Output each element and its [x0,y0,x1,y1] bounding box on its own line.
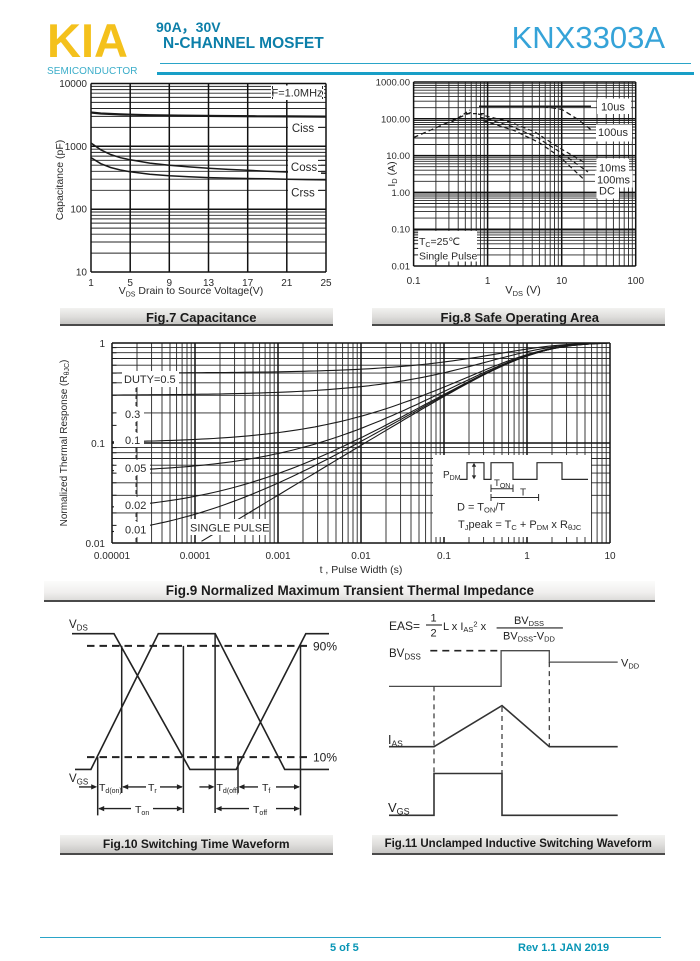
svg-text:Coss: Coss [291,162,317,174]
svg-text:VDS Drain to Source Voltage(V): VDS Drain to Source Voltage(V) [119,285,264,299]
svg-text:Ciss: Ciss [292,123,315,135]
svg-text:2: 2 [430,628,436,640]
svg-text:100: 100 [627,276,644,287]
svg-text:Capacitance (pF): Capacitance (pF) [54,140,66,221]
svg-text:DC: DC [599,186,615,198]
svg-text:Ton: Ton [135,804,149,817]
svg-text:0.05: 0.05 [125,463,146,475]
svg-text:F=1.0MHz: F=1.0MHz [271,88,322,100]
svg-text:0.0001: 0.0001 [180,551,211,562]
svg-text:BVDSS-VDD: BVDSS-VDD [503,631,556,644]
svg-text:D = TON/T: D = TON/T [457,502,505,515]
svg-text:EAS=: EAS= [389,619,420,633]
svg-text:100.00: 100.00 [381,114,410,125]
svg-text:Normalized Thermal Response (R: Normalized Thermal Response (RθJC) [59,360,71,527]
svg-text:0.001: 0.001 [265,551,290,562]
svg-text:Tf: Tf [262,782,270,795]
svg-text:VDD: VDD [621,658,640,671]
svg-text:10%: 10% [313,751,337,765]
svg-text:Toff: Toff [253,804,267,817]
svg-text:DUTY=0.5: DUTY=0.5 [124,374,176,386]
svg-text:1000.00: 1000.00 [376,78,410,89]
svg-text:0.3: 0.3 [125,409,140,421]
svg-text:BVDSS: BVDSS [389,648,421,661]
svg-text:100: 100 [70,205,87,216]
svg-text:10us: 10us [601,102,625,114]
svg-text:0.1: 0.1 [407,276,421,287]
svg-text:0.01: 0.01 [392,262,411,273]
svg-text:10: 10 [604,551,616,562]
svg-text:100ms: 100ms [597,175,631,187]
svg-text:0.1: 0.1 [437,551,451,562]
svg-text:5: 5 [127,278,133,289]
svg-text:Td(on): Td(on) [99,782,122,795]
svg-text:1: 1 [430,613,436,625]
svg-text:0.00001: 0.00001 [94,551,131,562]
svg-text:1: 1 [524,551,530,562]
svg-text:0.1: 0.1 [125,435,140,447]
svg-text:10000: 10000 [59,79,87,90]
svg-text:17: 17 [242,278,254,289]
svg-text:VGS: VGS [388,800,410,817]
svg-text:Tr: Tr [148,782,157,795]
svg-text:0.10: 0.10 [392,225,411,236]
svg-text:TC=25℃: TC=25℃ [419,236,460,249]
svg-text:0.01: 0.01 [125,525,146,537]
svg-text:ID (A): ID (A) [386,161,399,186]
svg-text:1: 1 [485,276,491,287]
svg-text:BVDSS: BVDSS [514,615,544,628]
svg-text:10: 10 [76,268,88,279]
svg-text:0.02: 0.02 [125,500,146,512]
svg-text:90%: 90% [313,640,337,654]
svg-text:0.1: 0.1 [91,439,105,450]
svg-text:VDS: VDS [69,619,88,633]
svg-text:25: 25 [320,278,332,289]
svg-text:1: 1 [88,278,94,289]
svg-text:Single Pulse: Single Pulse [419,251,478,263]
svg-text:IAS: IAS [388,733,403,749]
svg-text:Crss: Crss [291,188,315,200]
svg-text:10: 10 [556,276,568,287]
svg-text:10ms: 10ms [599,163,626,175]
svg-text:1000: 1000 [65,142,88,153]
svg-text:0.01: 0.01 [86,539,106,550]
svg-text:100us: 100us [598,127,628,139]
svg-text:Td(off): Td(off) [217,782,240,795]
svg-text:13: 13 [203,278,215,289]
svg-text:1.00: 1.00 [392,188,411,199]
svg-text:10.00: 10.00 [386,151,410,162]
svg-text:21: 21 [281,278,293,289]
svg-text:t , Pulse Width (s): t , Pulse Width (s) [320,564,403,576]
svg-text:VDS (V): VDS (V) [505,285,541,299]
svg-text:L x IAS2 x: L x IAS2 x [443,620,487,635]
svg-text:SINGLE PULSE: SINGLE PULSE [190,523,269,535]
svg-text:VGS: VGS [69,773,88,787]
svg-text:9: 9 [167,278,173,289]
svg-text:TJpeak = TC + PDM x RθJC: TJpeak = TC + PDM x RθJC [458,519,582,532]
svg-text:1: 1 [99,339,105,350]
svg-text:0.01: 0.01 [351,551,371,562]
svg-text:T: T [520,488,526,499]
